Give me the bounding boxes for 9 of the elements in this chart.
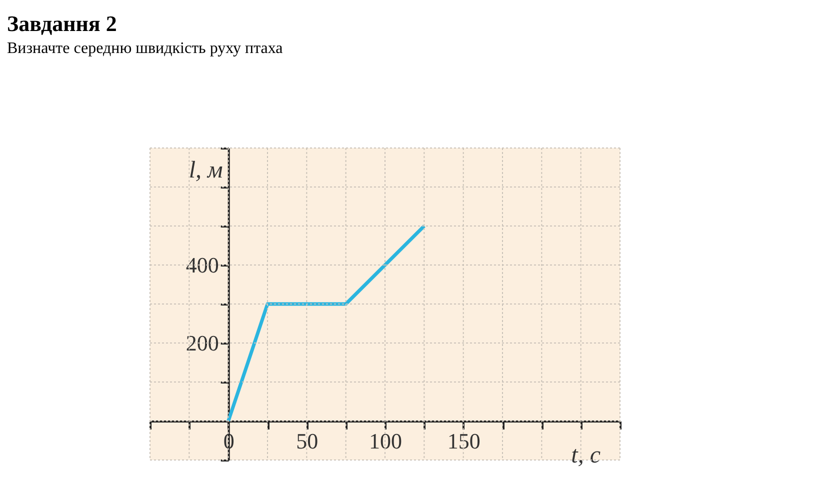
- y-tick-label: 400: [186, 252, 219, 278]
- x-tick-label: 50: [296, 428, 318, 454]
- x-axis-title: t, с: [571, 442, 601, 468]
- y-tick-label: 200: [186, 330, 219, 356]
- x-tick-label: 100: [369, 428, 402, 454]
- x-tick-label: 150: [447, 428, 480, 454]
- chart-title: Завдання 2: [7, 11, 117, 36]
- chart-subtitle: Визначте середню швидкість руху птаха: [7, 40, 283, 57]
- y-axis-title: l, м: [188, 158, 223, 184]
